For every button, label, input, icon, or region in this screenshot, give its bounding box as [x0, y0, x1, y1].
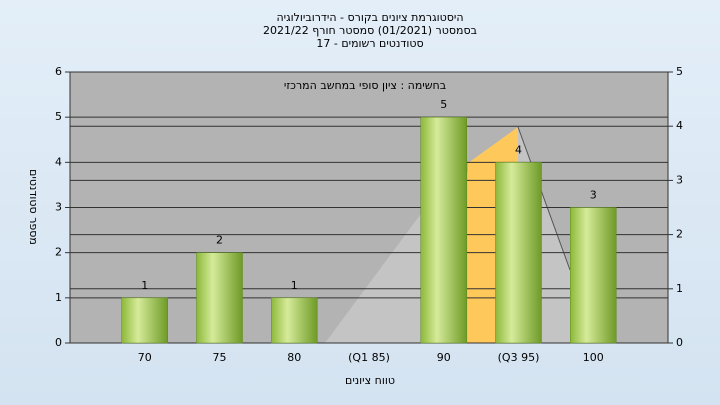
x-tick-label: 70: [138, 351, 152, 364]
x-tick-label: 90: [437, 351, 451, 364]
chart-subtitle: בסמסטר (01/2021) סמסטר חורף 2021/22: [263, 24, 477, 37]
y-tick-label: 4: [55, 155, 62, 168]
x-axis-label: טווח ציונים: [345, 374, 395, 387]
x-tick-label: 75: [213, 351, 227, 364]
y2-tick-label: 0: [676, 336, 683, 349]
bar: [121, 297, 168, 344]
value-label: 5: [440, 98, 447, 111]
y2-tick-label: 1: [676, 282, 683, 295]
value-label: 4: [515, 143, 522, 156]
y2-tick-label: 3: [676, 173, 683, 186]
annotation: בחשימה : ציון סופי במחשב המרכזי: [284, 79, 446, 92]
bar: [271, 297, 318, 344]
x-tick-label: 80: [287, 351, 301, 364]
x-tick-label: (Q3 95): [498, 351, 540, 364]
y-axis-label: מספר סטודנטים: [27, 169, 40, 245]
y-tick-label: 1: [55, 291, 62, 304]
value-label: 1: [141, 279, 148, 292]
y2-tick-label: 4: [676, 119, 683, 132]
y2-tick-label: 5: [676, 65, 683, 78]
bar: [570, 207, 617, 344]
bar: [420, 116, 467, 344]
chart-subtitle: סטודנטים רשומים - 17: [316, 37, 423, 50]
y-tick-label: 0: [55, 336, 62, 349]
x-tick-label: (Q1 85): [348, 351, 390, 364]
bar: [196, 252, 243, 344]
value-label: 2: [216, 234, 223, 247]
value-label: 1: [291, 279, 298, 292]
value-label: 3: [590, 189, 597, 202]
y-tick-label: 5: [55, 110, 62, 123]
x-tick-label: 100: [583, 351, 604, 364]
chart-title: היסטוגרמת ציונים בקורס - הידרוביולוגיה: [276, 11, 463, 24]
y-tick-label: 2: [55, 246, 62, 259]
bar: [495, 162, 542, 344]
y-tick-label: 6: [55, 65, 62, 78]
y-tick-label: 3: [55, 201, 62, 214]
y2-tick-label: 2: [676, 228, 683, 241]
distribution-edge: [517, 126, 571, 271]
